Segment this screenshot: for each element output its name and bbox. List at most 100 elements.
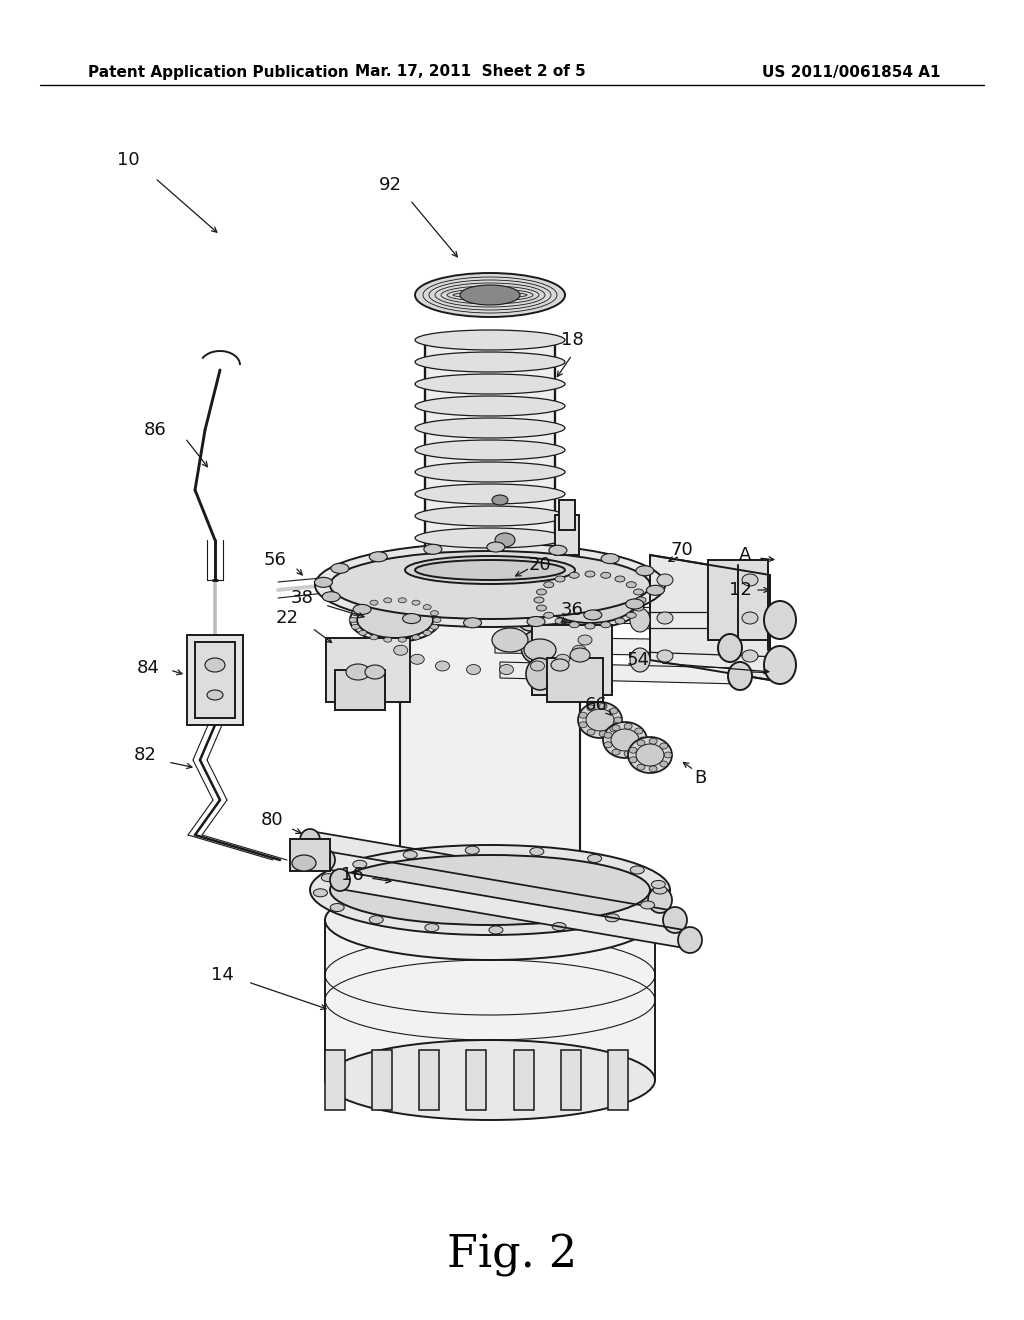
Ellipse shape [599, 731, 607, 737]
Ellipse shape [415, 506, 565, 525]
Ellipse shape [346, 664, 370, 680]
Ellipse shape [742, 649, 758, 663]
Ellipse shape [425, 924, 439, 932]
Ellipse shape [314, 577, 333, 587]
Ellipse shape [603, 722, 647, 758]
Ellipse shape [330, 550, 650, 619]
Ellipse shape [412, 635, 420, 640]
Ellipse shape [370, 916, 383, 924]
Ellipse shape [609, 708, 617, 714]
Ellipse shape [629, 756, 637, 763]
Ellipse shape [530, 661, 545, 671]
Polygon shape [325, 920, 655, 1080]
Ellipse shape [657, 574, 673, 586]
Ellipse shape [649, 738, 657, 744]
Ellipse shape [636, 597, 646, 603]
Ellipse shape [742, 612, 758, 624]
Ellipse shape [764, 645, 796, 684]
Ellipse shape [415, 528, 565, 548]
Ellipse shape [544, 612, 554, 618]
Ellipse shape [537, 605, 547, 611]
Ellipse shape [659, 743, 668, 748]
Ellipse shape [601, 622, 610, 628]
Ellipse shape [394, 645, 408, 655]
Ellipse shape [601, 573, 610, 578]
Ellipse shape [415, 484, 565, 504]
Ellipse shape [467, 664, 480, 675]
Ellipse shape [331, 564, 349, 573]
Bar [555, 515, 579, 554]
Ellipse shape [627, 612, 636, 618]
Ellipse shape [628, 737, 672, 774]
Bar [195, 642, 234, 718]
Ellipse shape [611, 729, 639, 751]
Ellipse shape [351, 624, 359, 630]
Ellipse shape [325, 880, 655, 960]
Ellipse shape [207, 690, 223, 700]
Ellipse shape [357, 602, 433, 638]
Ellipse shape [365, 665, 385, 678]
Ellipse shape [300, 829, 319, 851]
Ellipse shape [430, 624, 438, 630]
Ellipse shape [534, 597, 544, 603]
Ellipse shape [572, 645, 587, 655]
Text: 22: 22 [275, 609, 299, 627]
Ellipse shape [544, 582, 554, 587]
Ellipse shape [651, 880, 666, 888]
Text: US 2011/0061854 A1: US 2011/0061854 A1 [762, 65, 940, 79]
Ellipse shape [543, 577, 637, 623]
Polygon shape [325, 1049, 345, 1110]
Ellipse shape [569, 622, 580, 628]
Ellipse shape [315, 849, 335, 871]
Ellipse shape [588, 854, 602, 862]
Text: 20: 20 [528, 556, 551, 574]
Ellipse shape [358, 605, 367, 610]
Polygon shape [500, 663, 740, 684]
Ellipse shape [604, 742, 612, 748]
Ellipse shape [315, 543, 665, 627]
Ellipse shape [415, 418, 565, 438]
Ellipse shape [358, 631, 367, 635]
Polygon shape [561, 1049, 581, 1110]
Ellipse shape [464, 618, 481, 628]
Bar [559, 500, 575, 531]
Ellipse shape [585, 572, 595, 577]
Text: 54: 54 [627, 651, 649, 669]
Ellipse shape [500, 664, 513, 675]
Bar [547, 657, 603, 702]
Ellipse shape [742, 574, 758, 586]
Ellipse shape [580, 722, 587, 727]
Ellipse shape [353, 605, 371, 614]
Text: A: A [738, 546, 752, 564]
Ellipse shape [615, 618, 625, 624]
Ellipse shape [630, 648, 650, 672]
Text: B: B [694, 770, 707, 787]
Polygon shape [310, 832, 660, 909]
Ellipse shape [555, 576, 565, 582]
Polygon shape [419, 1049, 439, 1110]
Text: 18: 18 [560, 331, 584, 348]
Ellipse shape [627, 582, 636, 587]
Ellipse shape [353, 861, 367, 869]
Polygon shape [466, 1049, 486, 1110]
Ellipse shape [601, 553, 620, 564]
Polygon shape [650, 554, 770, 680]
Ellipse shape [430, 611, 438, 615]
Ellipse shape [646, 585, 665, 595]
Ellipse shape [424, 544, 442, 554]
Ellipse shape [718, 634, 742, 663]
Text: 36: 36 [560, 601, 584, 619]
Ellipse shape [659, 762, 668, 767]
Ellipse shape [370, 552, 387, 562]
Ellipse shape [580, 713, 587, 718]
Ellipse shape [349, 618, 357, 623]
Ellipse shape [586, 709, 614, 731]
Ellipse shape [435, 661, 450, 671]
Ellipse shape [412, 601, 420, 605]
Polygon shape [640, 652, 780, 673]
Ellipse shape [764, 601, 796, 639]
Ellipse shape [569, 573, 580, 578]
Ellipse shape [587, 705, 595, 711]
Polygon shape [608, 1049, 628, 1110]
Ellipse shape [495, 533, 515, 546]
